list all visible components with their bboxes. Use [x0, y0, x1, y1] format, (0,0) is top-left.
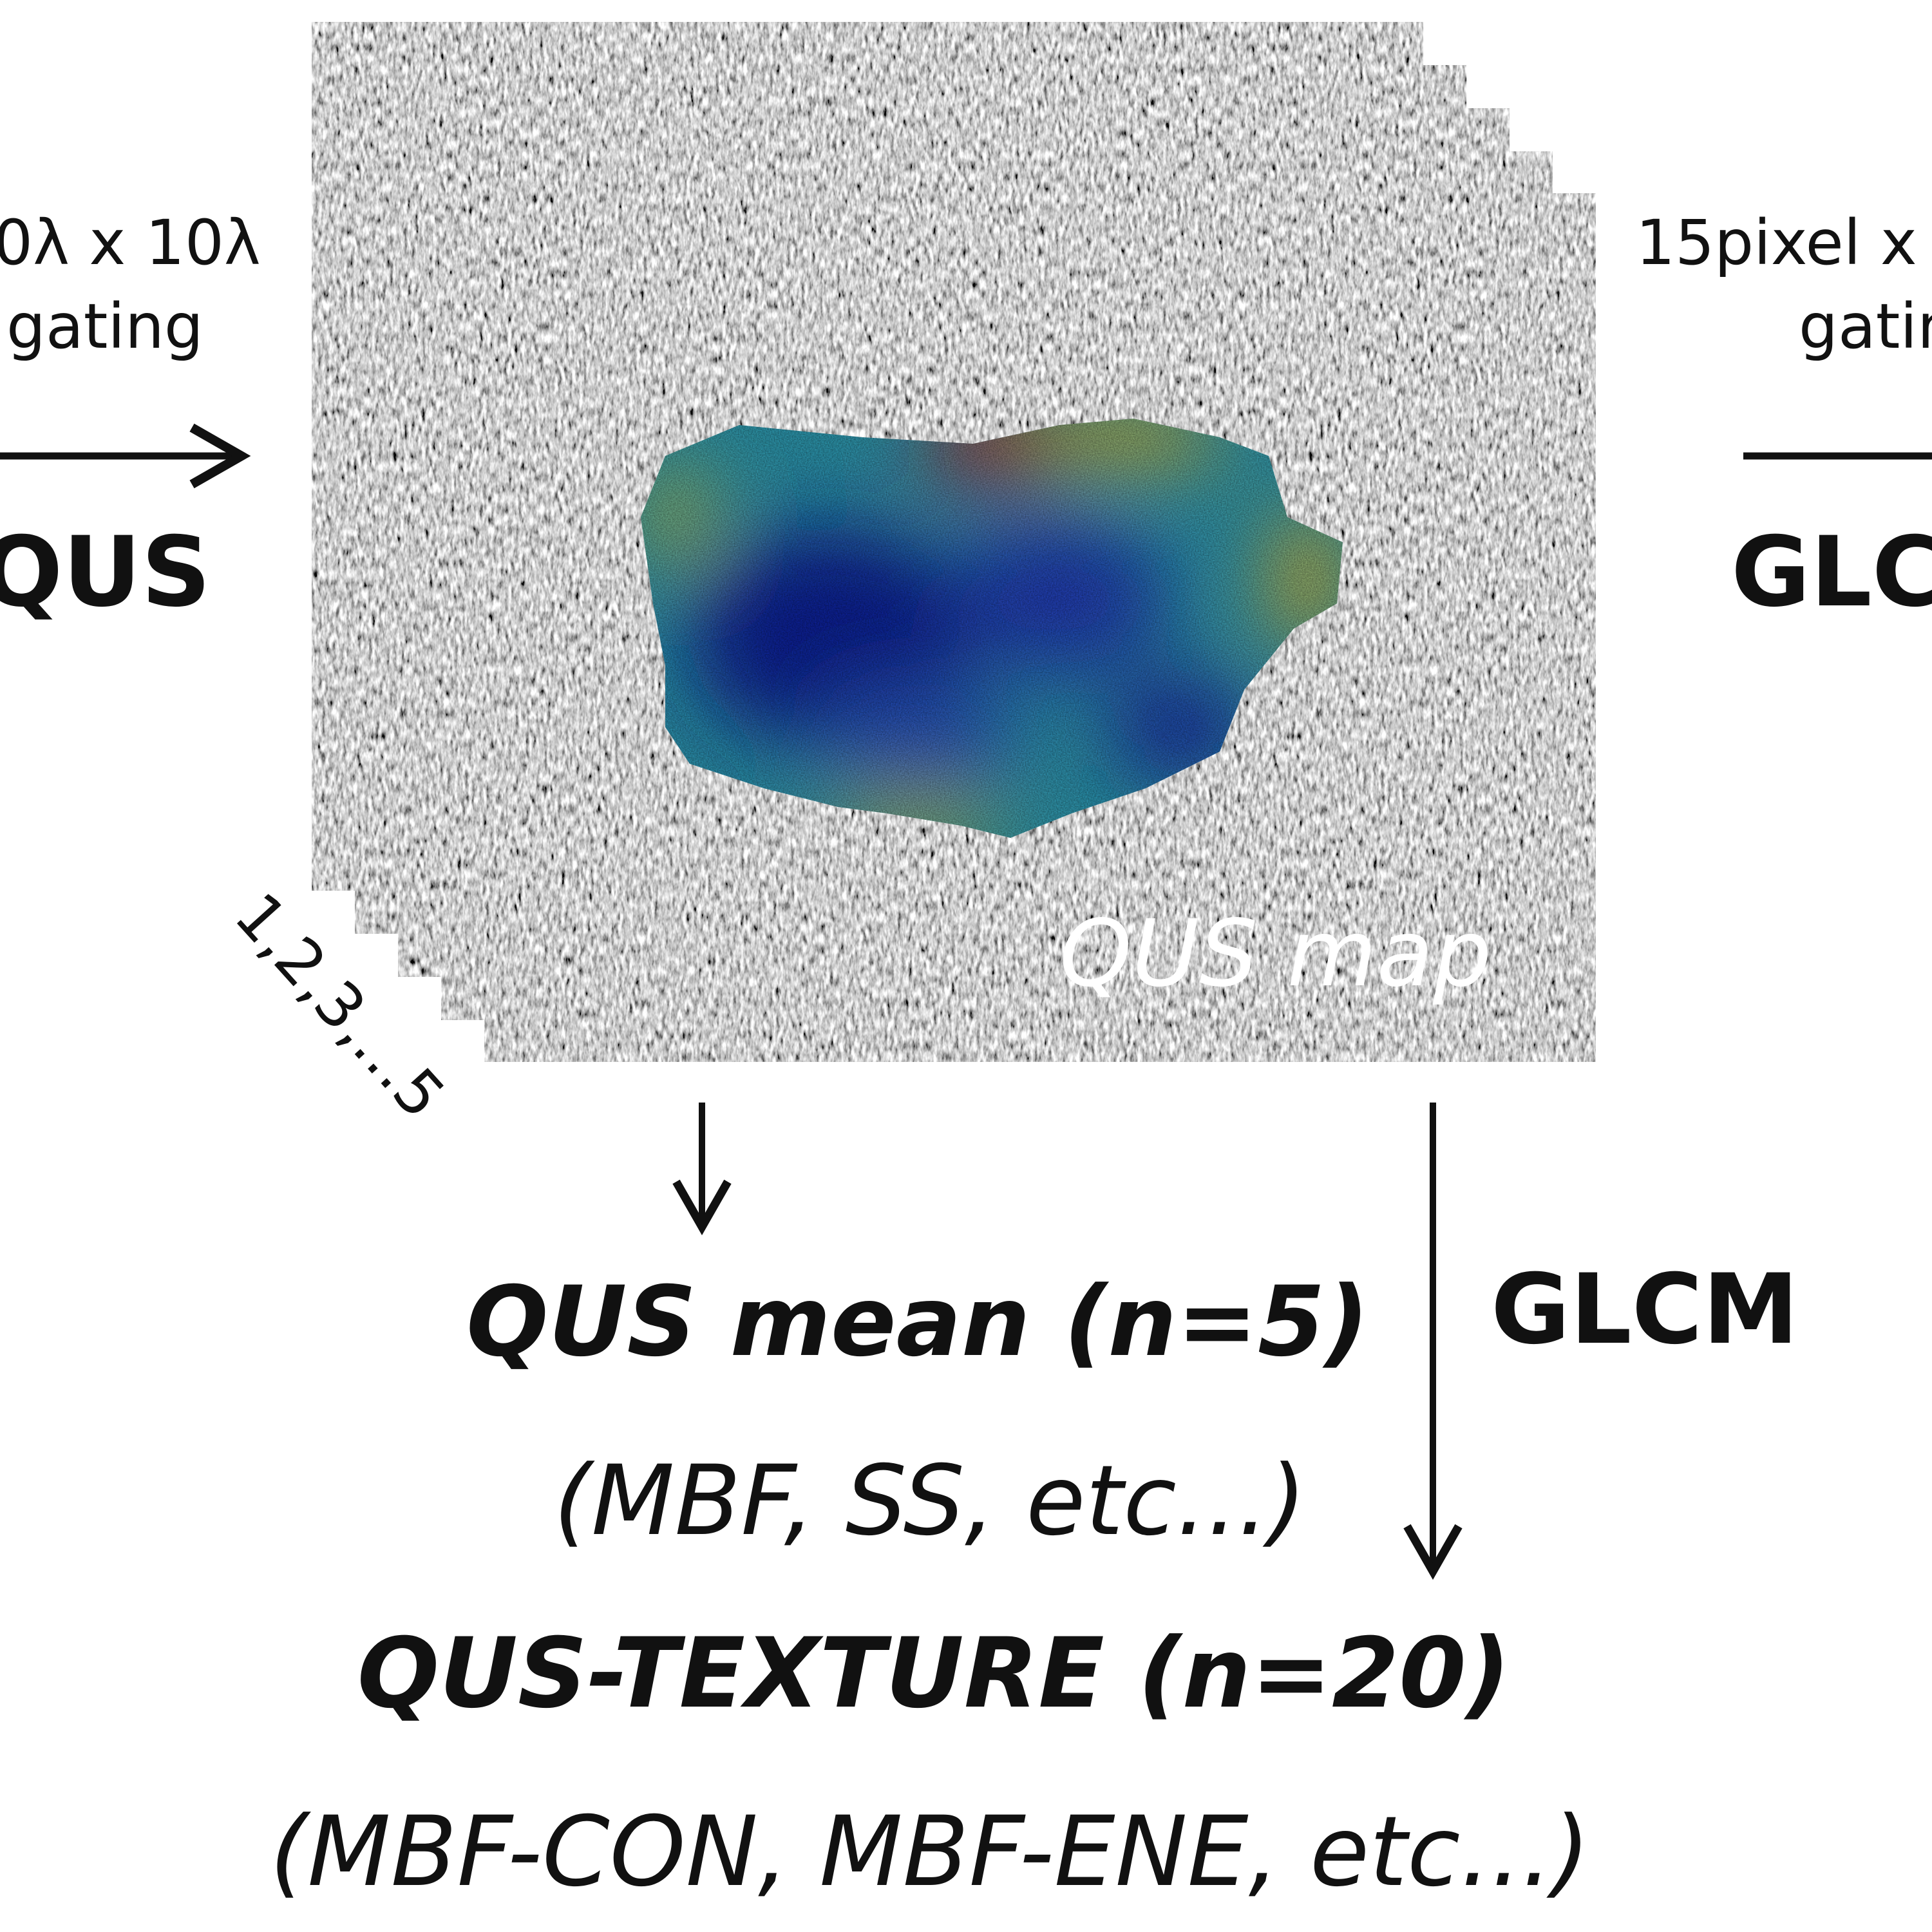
- output-title: QUS-TEXTURE (n=20): [357, 1618, 1511, 1730]
- step-text: 0λ x 10λ: [0, 207, 261, 279]
- step-text: gatin: [1799, 290, 1932, 363]
- output-title: QUS mean (n=5): [466, 1266, 1369, 1378]
- step-label: GLC: [1731, 516, 1932, 629]
- qus-map-overlay: [641, 419, 1343, 838]
- output-examples: (MBF, SS, etc...): [554, 1445, 1307, 1557]
- step-text: gating: [6, 290, 204, 363]
- step-text: 15pixel x 1: [1636, 207, 1932, 279]
- branch-label: GLCM: [1491, 1254, 1799, 1366]
- map-label: QUS map: [1059, 900, 1492, 1007]
- step-label: QUS: [0, 516, 211, 629]
- output-examples: (MBF-CON, MBF-ENE, etc...): [270, 1796, 1590, 1908]
